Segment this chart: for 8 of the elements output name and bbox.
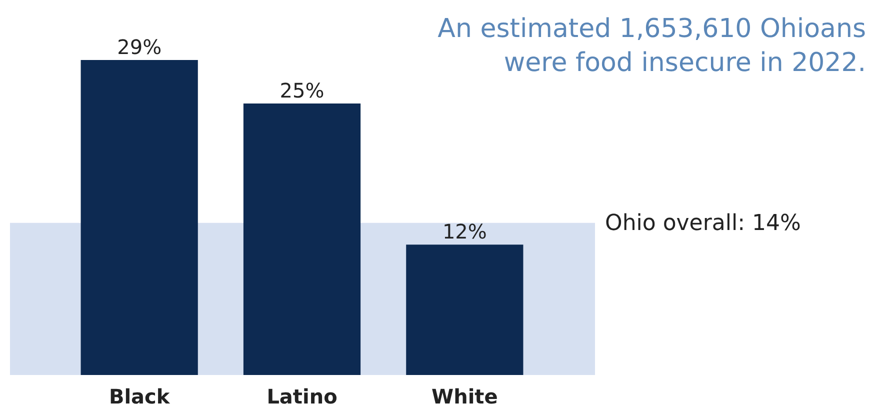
text: An estimated 1,653,610 Ohioans were food insecure in 2022. xyxy=(438,14,866,78)
x-tick-label: Latino xyxy=(266,384,338,408)
data-label: 25% xyxy=(280,78,324,102)
data-label: 12% xyxy=(442,220,487,244)
x-tick-label: White xyxy=(432,384,498,408)
data-label: 29% xyxy=(117,35,162,59)
x-tick-label: Black xyxy=(108,384,170,408)
band-label: Ohio overall: 14% xyxy=(605,210,801,236)
